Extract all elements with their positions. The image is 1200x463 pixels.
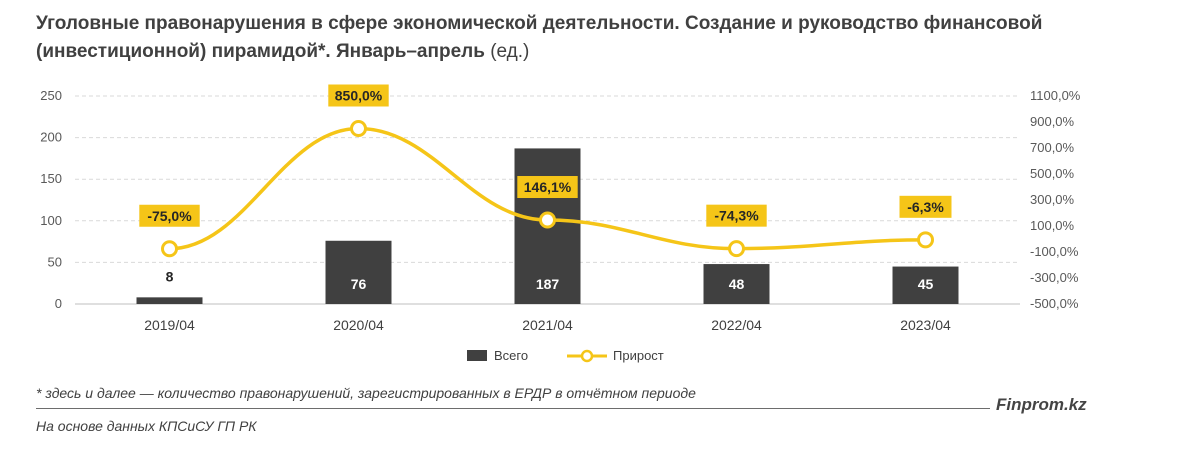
bar-value-label: 45 <box>918 276 934 292</box>
y-left-tick-label: 150 <box>40 171 62 186</box>
brand-logo-text: Finprom.kz <box>996 395 1087 414</box>
growth-point <box>161 240 178 258</box>
bar-value-label: 48 <box>729 276 745 292</box>
growth-label-box <box>706 204 767 227</box>
y-left-tick-label: 250 <box>40 88 62 103</box>
growth-point <box>539 211 556 229</box>
growth-value-label: -6,3% <box>907 199 944 215</box>
y-right-tick-label: 500,0% <box>1030 166 1075 181</box>
source-note: На основе данных КПСиСУ ГП РК <box>36 418 257 434</box>
y-right-tick-label: 100,0% <box>1030 218 1075 233</box>
growth-value-label: 146,1% <box>524 179 572 195</box>
bar <box>136 297 203 304</box>
footnote: * здесь и далее — количество правонаруше… <box>36 385 696 401</box>
legend-swatch-marker <box>580 349 594 363</box>
y-right-tick-label: -300,0% <box>1030 270 1079 285</box>
y-right-tick-label: 700,0% <box>1030 140 1075 155</box>
growth-value-label: 850,0% <box>335 88 383 104</box>
growth-point <box>728 240 745 258</box>
y-left-tick-label: 100 <box>40 213 62 228</box>
x-tick-label: 2023/04 <box>900 317 951 333</box>
legend-swatch-bar <box>467 350 487 361</box>
growth-label-box <box>899 195 952 218</box>
chart-title-main: Уголовные правонарушения в сфере экономи… <box>36 13 1043 62</box>
bar <box>703 264 770 304</box>
bar-value-label: 187 <box>536 276 560 292</box>
y-right-tick-label: 900,0% <box>1030 114 1075 129</box>
x-tick-label: 2020/04 <box>333 317 384 333</box>
legend-label-bar: Всего <box>494 348 528 363</box>
x-tick-label: 2019/04 <box>144 317 195 333</box>
x-tick-label: 2021/04 <box>522 317 573 333</box>
growth-point <box>917 231 934 249</box>
y-right-tick-label: -100,0% <box>1030 244 1079 259</box>
bar <box>892 266 959 304</box>
growth-value-label: -74,3% <box>714 208 759 224</box>
combo-chart: 0 50 100 150 200 250 -500,0% -300,0% -100,0% 100,… <box>40 84 1081 363</box>
bar <box>325 240 392 304</box>
y-left-tick-label: 200 <box>40 130 62 145</box>
legend-label-line: Прирост <box>613 348 664 363</box>
y-right-tick-label: -500,0% <box>1030 296 1079 311</box>
growth-label-box <box>517 176 578 199</box>
y-left-tick-label: 0 <box>55 296 62 311</box>
growth-label-box <box>328 84 389 107</box>
y-right-tick-label: 300,0% <box>1030 192 1075 207</box>
chart-title: Уголовные правонарушения в сфере экономи… <box>36 10 1136 66</box>
growth-label-box <box>139 204 200 227</box>
chart-title-unit: (ед.) <box>490 41 530 62</box>
x-tick-label: 2022/04 <box>711 317 762 333</box>
growth-point <box>350 120 367 137</box>
y-right-tick-label: 1100,0% <box>1030 88 1081 103</box>
growth-line <box>169 126 926 251</box>
y-left-tick-label: 50 <box>48 254 62 269</box>
footer-divider <box>36 408 990 409</box>
growth-value-label: -75,0% <box>147 208 192 224</box>
bar-value-label: 76 <box>351 276 367 292</box>
bar-value-label: 8 <box>166 268 174 284</box>
